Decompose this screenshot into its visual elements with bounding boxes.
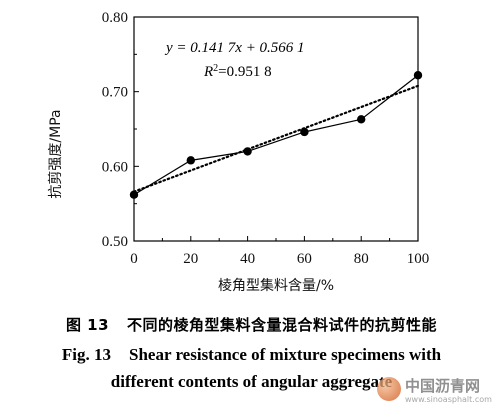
caption-cn-number: 图 13 [65,316,110,334]
regression-equation: y = 0.141 7x + 0.566 1 [164,40,305,56]
data-point [129,190,139,199]
globe-logo-icon [377,377,401,401]
plot-area: 0.50 0.60 0.70 0.80 0 20 40 60 80 100 [102,10,430,267]
r-squared-value: =0.951 8 [218,64,271,80]
data-point [413,71,423,80]
y-tick-label: 0.50 [102,234,128,250]
caption-en-number: Fig. 13 [61,345,111,364]
data-point [186,156,195,165]
r-exponent: 2 [213,63,218,74]
caption-cn-text: 不同的棱角型集料含量混合料试件的抗剪性能 [127,316,438,334]
r-symbol: R [203,64,213,80]
y-axis-title: 抗剪强度/MPa [48,109,64,198]
x-tick-label: 100 [407,251,430,267]
x-axis-title: 棱角型集料含量/% [218,277,334,294]
r-squared-label: R2=0.951 8 [203,63,272,81]
y-tick-label: 0.70 [102,85,128,101]
x-tick-label: 80 [354,251,369,267]
x-tick-label: 0 [130,251,138,267]
series-line [133,74,419,196]
watermark-title: 中国沥青网 [405,377,481,395]
caption-english-line1: Fig. 13 Shear resistance of mixture speci… [0,345,503,365]
x-tick-label: 20 [183,251,198,267]
y-tick-label: 0.60 [102,159,128,175]
watermark-url: www.sinoasphalt.com [405,395,492,404]
x-tick-label: 60 [297,251,312,267]
data-point [357,115,366,124]
caption-chinese: 图 13 不同的棱角型集料含量混合料试件的抗剪性能 [0,314,503,335]
data-point [243,147,252,156]
caption-english-line2: different contents of angular aggregate [110,372,393,391]
watermark: 中国沥青网 www.sinoasphalt.com [377,373,497,409]
x-tick-label: 40 [240,251,255,267]
y-tick-label: 0.80 [102,10,128,26]
trend-line [132,84,420,193]
shear-strength-chart: 0.50 0.60 0.70 0.80 0 20 40 60 80 100 抗剪强度/MPa 棱角… [48,10,430,294]
caption-en-text-1: Shear resistance of mixture specimens wi… [129,345,442,364]
data-point [300,127,309,137]
